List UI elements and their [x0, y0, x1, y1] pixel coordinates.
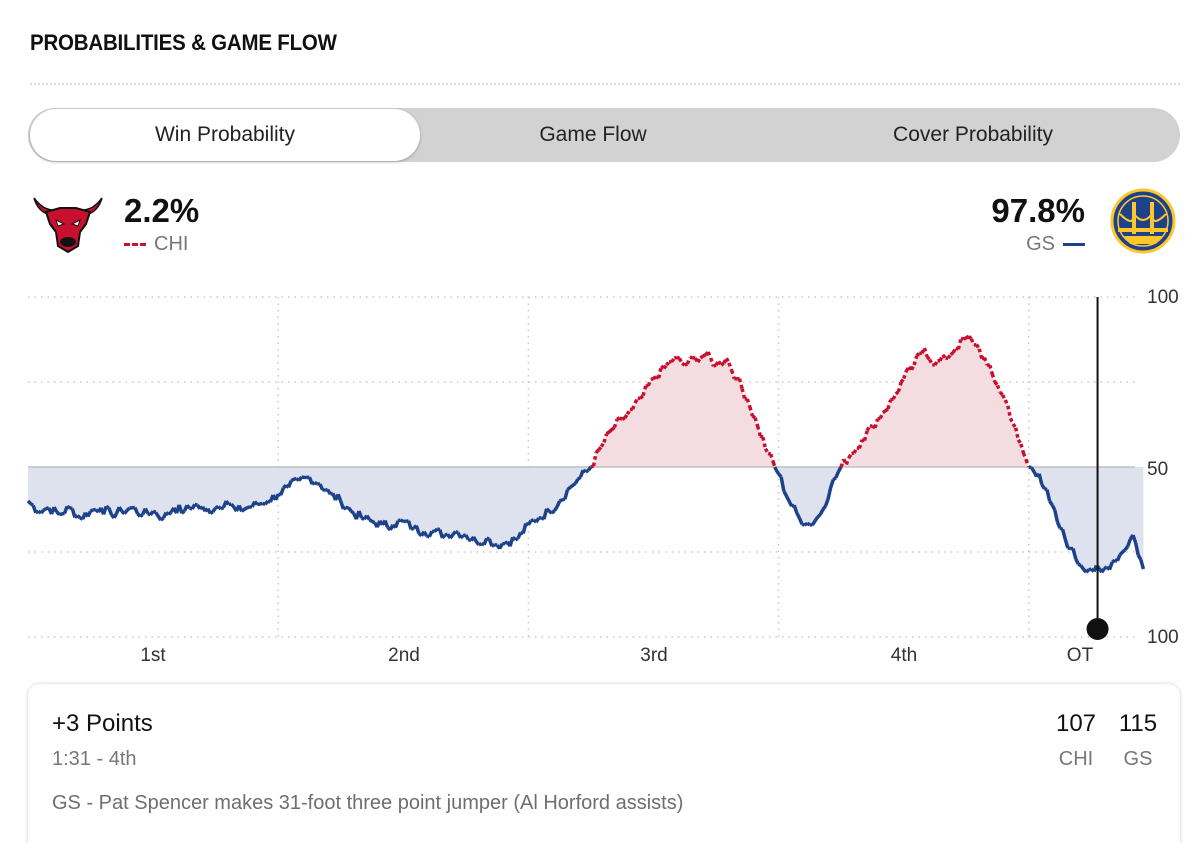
chi-dashed-line-icon: [124, 243, 146, 247]
home-score: 115: [1118, 710, 1158, 737]
x-quarter-label: 1st: [140, 645, 166, 666]
away-win-pct: 2.2%: [124, 192, 200, 229]
y-tick-label: 100: [1147, 627, 1179, 648]
y-tick-label: 100: [1147, 287, 1179, 308]
play-time: 1:31 - 4th: [52, 748, 137, 770]
play-detail-card: +3 Points 1:31 - 4th GS - Pat Spencer ma…: [28, 684, 1180, 843]
gs-above-50-area: [590, 336, 1029, 467]
tab-game-flow[interactable]: Game Flow: [539, 123, 647, 146]
home-legend: GS: [1026, 233, 1085, 256]
away-abbr: CHI: [154, 233, 189, 255]
tab-cover-probability[interactable]: Cover Probability: [893, 123, 1053, 146]
gs-line-below-50: [26, 465, 1146, 574]
win-probability-chart: 100 50 100 1st 2nd 3rd 4th OT: [26, 287, 1179, 666]
home-win-pct: 97.8%: [991, 192, 1085, 229]
warriors-logo-icon: [1110, 188, 1176, 254]
away-legend: CHI: [124, 233, 188, 256]
gs-solid-line-icon: [1063, 243, 1085, 247]
away-score-abbr: CHI: [1058, 748, 1094, 770]
gs-below-50-area: [28, 467, 1144, 573]
tab-win-probability[interactable]: Win Probability: [30, 109, 420, 161]
play-description: GS - Pat Spencer makes 31-foot three poi…: [52, 792, 684, 814]
x-quarter-label: OT: [1067, 645, 1094, 666]
header-divider: [30, 83, 1180, 85]
x-quarter-label: 3rd: [640, 645, 667, 666]
x-quarter-label: 4th: [891, 645, 917, 666]
bulls-logo-icon: [33, 197, 103, 254]
home-score-abbr: GS: [1123, 748, 1153, 770]
page-title: PROBABILITIES & GAME FLOW: [30, 30, 337, 55]
chart-tabs: Win Probability Game Flow Cover Probabil…: [28, 108, 1180, 162]
play-title: +3 Points: [52, 710, 153, 737]
play-cursor-dot[interactable]: [1086, 618, 1109, 640]
away-score: 107: [1055, 710, 1097, 737]
y-tick-label: 50: [1147, 459, 1168, 480]
x-quarter-label: 2nd: [388, 645, 420, 666]
home-abbr: GS: [1026, 233, 1055, 255]
